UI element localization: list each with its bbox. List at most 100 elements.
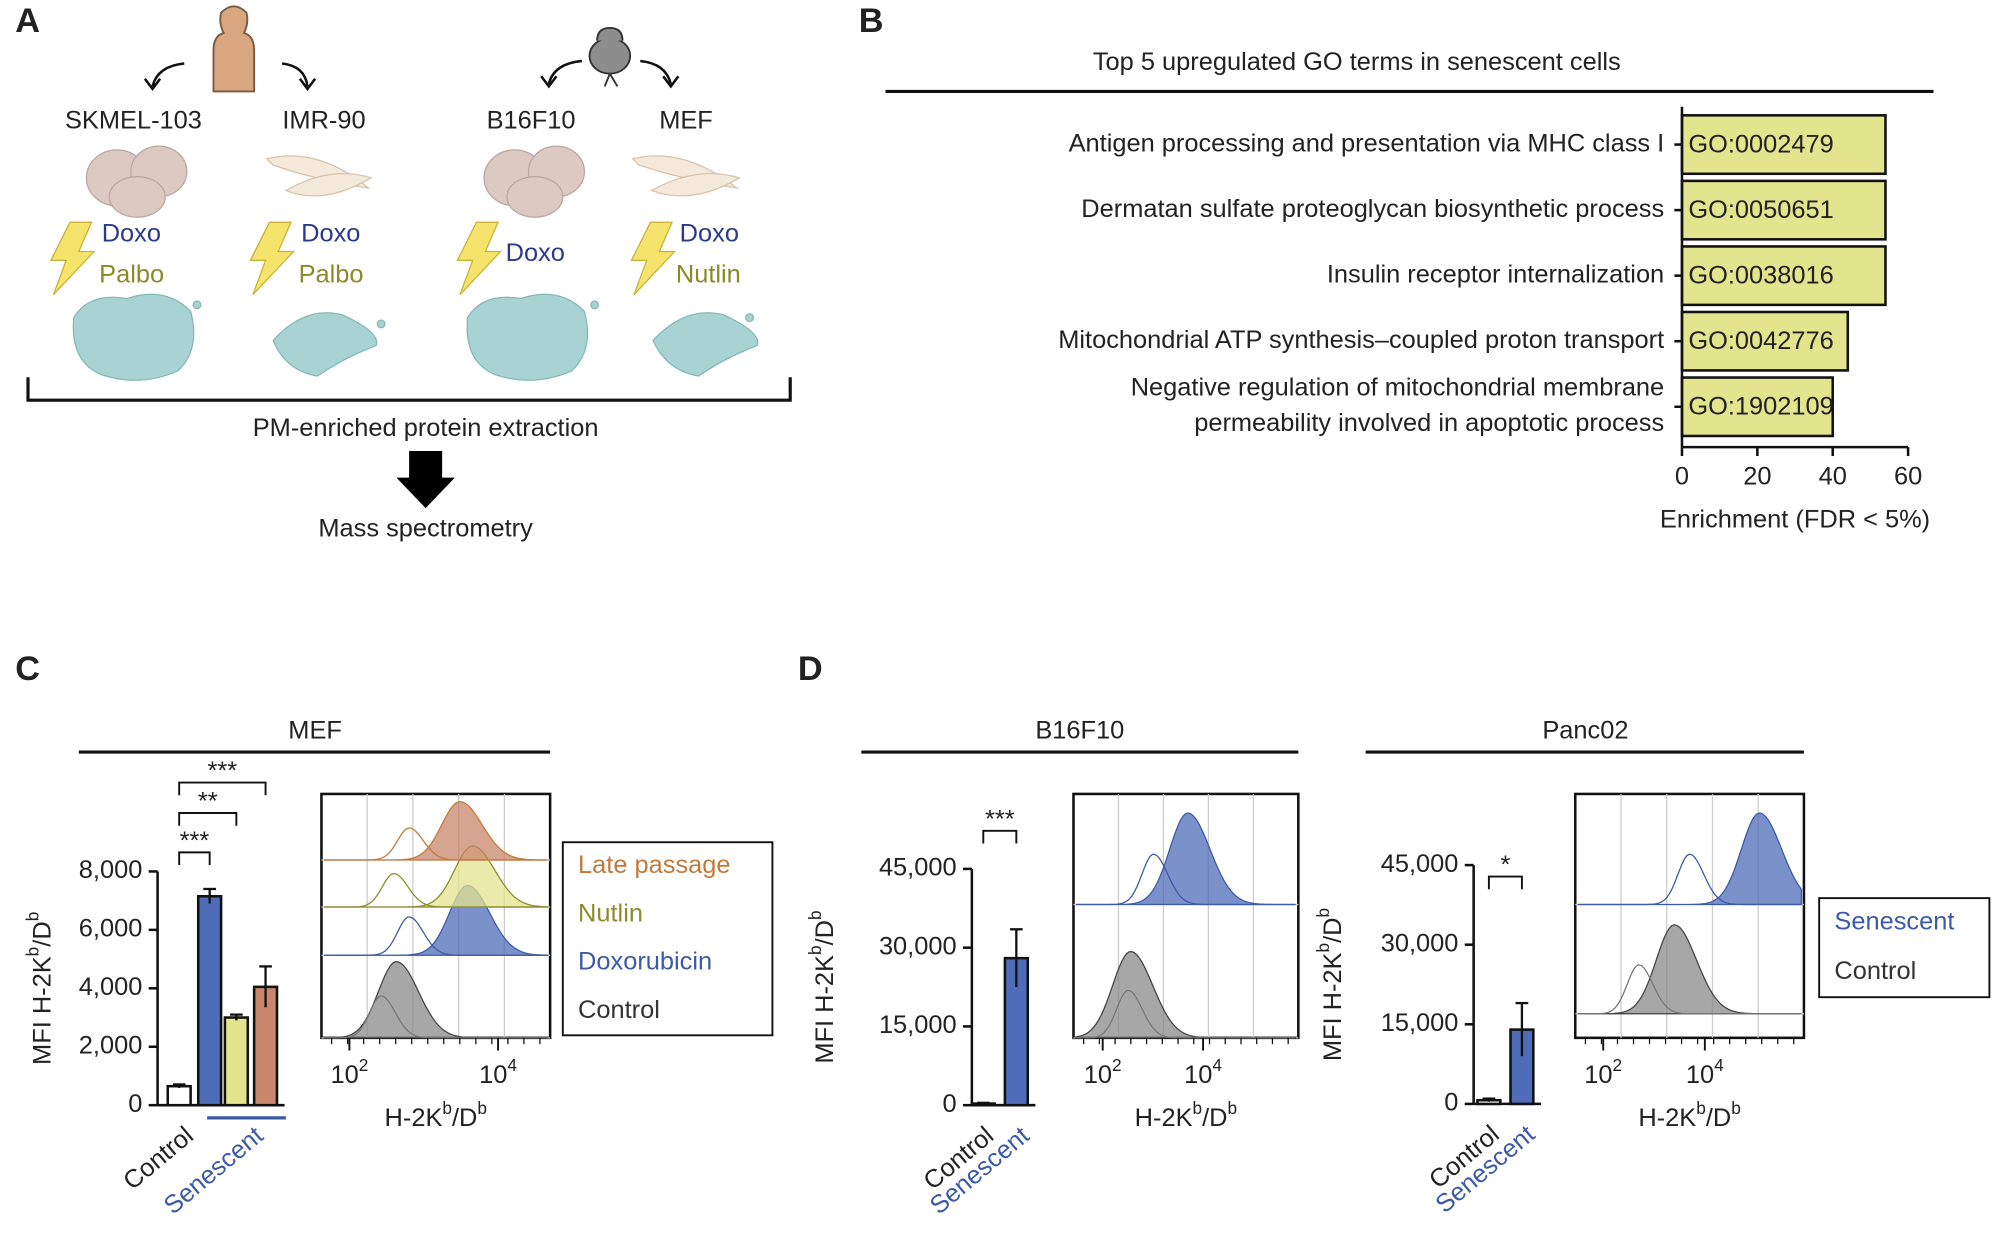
y-tick-label: 8,000 xyxy=(79,856,143,884)
panel-label: D xyxy=(798,650,823,688)
histogram-outline xyxy=(323,995,548,1039)
histogram-tick-label-part: 2 xyxy=(1613,1055,1623,1075)
significance-bracket xyxy=(178,851,211,866)
y-axis-label-part: b xyxy=(22,912,42,922)
histogram-x-label-part: b xyxy=(477,1098,487,1118)
treatment: Doxo xyxy=(506,239,565,267)
category-label: Antigen processing and presentation via … xyxy=(1069,129,1665,157)
histogram-tick-label: 104 xyxy=(1184,1055,1222,1089)
cell-line: MEF xyxy=(659,107,713,135)
y-tick-label: 4,000 xyxy=(79,973,143,1001)
histogram-x-label-part: b xyxy=(442,1098,452,1118)
histogram-tick-label-part: 10 xyxy=(1084,1061,1112,1089)
error-bar xyxy=(259,965,272,1008)
output-label: Mass spectrometry xyxy=(318,514,533,542)
histogram-x-label-part: H-2K xyxy=(1135,1104,1193,1132)
legend-entry: Nutlin xyxy=(578,899,643,927)
go-id: GO:0038016 xyxy=(1688,262,1833,290)
histogram-x-label-part: H-2K xyxy=(1638,1104,1696,1132)
panel-label: A xyxy=(15,2,40,40)
histogram-tick-label: 102 xyxy=(330,1055,368,1089)
y-tick-label: 0 xyxy=(942,1090,956,1118)
down-arrow xyxy=(396,450,455,509)
significance-bracket xyxy=(982,829,1018,844)
chart-title: Top 5 upregulated GO terms in senescent … xyxy=(1093,48,1621,76)
legend-frame xyxy=(1818,897,1991,999)
significance-label: *** xyxy=(985,805,1015,833)
histogram-tick-label-part: 10 xyxy=(330,1061,358,1089)
step-label: PM-enriched protein extraction xyxy=(253,414,599,442)
histogram-tick-label: 104 xyxy=(1686,1055,1724,1089)
mouse-tail xyxy=(603,73,619,87)
y-axis-label-part: b xyxy=(1312,908,1332,918)
treatment: Palbo xyxy=(99,260,164,288)
go-id: GO:0002479 xyxy=(1688,131,1833,159)
histogram-outline xyxy=(1076,989,1295,1039)
y-tick-label: 2,000 xyxy=(79,1031,143,1059)
human-icon xyxy=(212,5,256,93)
histogram-tick-label: 104 xyxy=(479,1055,517,1089)
error-bar xyxy=(172,1083,186,1088)
histogram-outline xyxy=(1577,853,1802,906)
panel-a-illustration xyxy=(26,5,792,509)
bar xyxy=(1680,310,1850,372)
bar xyxy=(196,895,223,1107)
y-axis-label: MFI H-2Kb/Db xyxy=(1312,908,1346,1061)
panel-label: C xyxy=(15,650,40,688)
significance-bracket xyxy=(1487,875,1523,890)
lightning xyxy=(49,221,677,296)
bar xyxy=(223,1016,250,1107)
y-tick-label: 45,000 xyxy=(1381,850,1459,878)
error-bar xyxy=(1515,1001,1529,1057)
legend-entry: Doxorubicin xyxy=(578,948,712,976)
legend-entry: Senescent xyxy=(1834,908,1954,936)
histogram-tick-label: 102 xyxy=(1084,1055,1122,1089)
y-axis-label-part: /D xyxy=(810,920,838,945)
histogram-x-label-part: b xyxy=(1193,1098,1203,1118)
histogram-x-label-part: /D xyxy=(1706,1104,1731,1132)
category-label: permeability involved in apoptotic proce… xyxy=(1194,409,1664,437)
go-id: GO:0042776 xyxy=(1688,327,1833,355)
histogram-outline xyxy=(323,872,548,908)
y-tick-label: 0 xyxy=(1444,1089,1458,1117)
histogram-tick-label-part: 2 xyxy=(1112,1055,1122,1075)
bar xyxy=(1680,245,1887,307)
category-label: Mitochondrial ATP synthesis–coupled prot… xyxy=(1058,326,1664,354)
y-axis-label-part: b xyxy=(804,945,824,955)
y-axis-label-part: b xyxy=(22,947,42,957)
bracket xyxy=(26,377,792,402)
histogram-tick-label-part: 10 xyxy=(1686,1061,1714,1089)
histogram-x-label: H-2Kb/Db xyxy=(1638,1098,1740,1132)
x-tick-label: 0 xyxy=(1675,462,1689,490)
histogram-x-label-part: b xyxy=(1696,1098,1706,1118)
significance-label: ** xyxy=(198,788,218,816)
y-tick-label: 0 xyxy=(128,1090,142,1118)
histogram-tick-label-part: 10 xyxy=(479,1061,507,1089)
y-axis-label-part: MFI H-2K xyxy=(28,956,56,1065)
x-tick-label: 40 xyxy=(1819,462,1847,490)
bar xyxy=(166,1084,192,1107)
y-tick-label: 45,000 xyxy=(879,854,957,882)
significance-label: * xyxy=(1500,851,1510,879)
legend-entry: Late passage xyxy=(578,851,730,879)
mouse-icon xyxy=(588,37,632,75)
histogram-x-label: H-2Kb/Db xyxy=(1135,1098,1237,1132)
legend-frame xyxy=(561,841,774,1037)
histogram-tick-label-part: 10 xyxy=(1184,1061,1212,1089)
error-bar xyxy=(1009,928,1023,988)
histogram-tick-label: 102 xyxy=(1584,1055,1622,1089)
treatment: Nutlin xyxy=(676,260,741,288)
chart-title: Panc02 xyxy=(1542,716,1628,744)
cells-normal xyxy=(85,145,741,218)
significance-bracket xyxy=(178,781,267,796)
cell-line: SKMEL-103 xyxy=(65,107,202,135)
histogram-frame xyxy=(320,792,552,1040)
y-tick-label: 30,000 xyxy=(1381,929,1459,957)
cell-line: B16F10 xyxy=(487,107,576,135)
bar xyxy=(1680,114,1887,176)
y-axis-label-part: b xyxy=(1312,943,1332,953)
histogram-outline xyxy=(323,827,548,861)
y-axis-label: MFI H-2Kb/Db xyxy=(804,910,838,1063)
